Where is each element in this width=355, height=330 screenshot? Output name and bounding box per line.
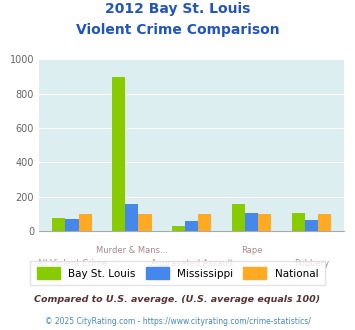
- Bar: [198, 214, 212, 231]
- Text: Aggravated Assault: Aggravated Assault: [151, 259, 233, 268]
- Bar: [52, 218, 65, 231]
- Bar: [318, 214, 331, 231]
- Bar: [78, 214, 92, 231]
- Text: Rape: Rape: [241, 246, 262, 255]
- Bar: [125, 204, 138, 231]
- Bar: [172, 226, 185, 231]
- Legend: Bay St. Louis, Mississippi, National: Bay St. Louis, Mississippi, National: [31, 261, 324, 285]
- Bar: [258, 214, 271, 231]
- Bar: [292, 213, 305, 231]
- Text: Violent Crime Comparison: Violent Crime Comparison: [76, 23, 279, 37]
- Bar: [138, 214, 152, 231]
- Text: 2012 Bay St. Louis: 2012 Bay St. Louis: [105, 2, 250, 16]
- Text: Murder & Mans...: Murder & Mans...: [96, 246, 168, 255]
- Bar: [305, 220, 318, 231]
- Bar: [112, 77, 125, 231]
- Text: All Violent Crime: All Violent Crime: [37, 259, 107, 268]
- Bar: [232, 204, 245, 231]
- Text: Compared to U.S. average. (U.S. average equals 100): Compared to U.S. average. (U.S. average …: [34, 295, 321, 304]
- Text: © 2025 CityRating.com - https://www.cityrating.com/crime-statistics/: © 2025 CityRating.com - https://www.city…: [45, 317, 310, 326]
- Text: Robbery: Robbery: [294, 259, 329, 268]
- Bar: [245, 213, 258, 231]
- Bar: [185, 221, 198, 231]
- Bar: [65, 219, 78, 231]
